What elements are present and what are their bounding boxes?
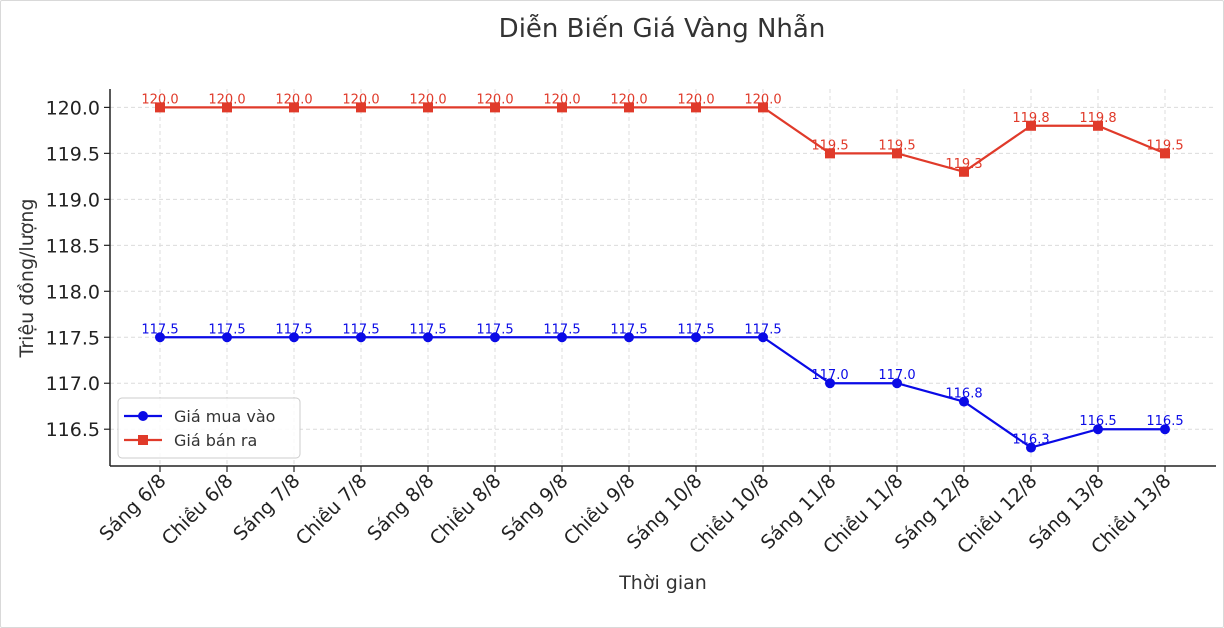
data-point	[1026, 442, 1036, 453]
y-tick-label: 118.0	[46, 281, 100, 303]
series-1: 120.0 120.0 120.0 120.0 120.0 120.0 120.0 120.0…	[141, 92, 1184, 177]
data-label: 120.0	[610, 92, 647, 107]
data-label: 119.8	[1079, 111, 1116, 126]
data-point	[691, 102, 701, 113]
data-label: 120.0	[275, 92, 312, 107]
data-point	[1160, 148, 1170, 159]
data-point	[758, 102, 768, 113]
data-point	[1026, 120, 1036, 131]
data-point	[959, 396, 969, 407]
data-point	[222, 102, 232, 113]
data-point	[222, 332, 232, 343]
data-label: 120.0	[677, 92, 714, 107]
data-point	[1093, 424, 1103, 435]
data-label: 116.5	[1146, 414, 1183, 429]
data-point	[1093, 120, 1103, 131]
data-label: 117.0	[811, 368, 848, 383]
data-label: 117.5	[208, 322, 245, 337]
y-tick-label: 117.5	[46, 327, 100, 349]
data-label: 120.0	[141, 92, 178, 107]
data-label: 117.0	[878, 368, 915, 383]
data-label: 116.8	[945, 387, 982, 402]
y-tick-label: 120.0	[46, 97, 100, 119]
data-label: 120.0	[543, 92, 580, 107]
data-label: 117.5	[677, 322, 714, 337]
data-label: 116.5	[1079, 414, 1116, 429]
data-label: 119.5	[878, 138, 915, 153]
data-point	[155, 102, 165, 113]
y-axis-label: Triệu đồng/lượng	[16, 199, 38, 359]
legend-box	[117, 397, 301, 459]
data-point	[289, 102, 299, 113]
series-line	[160, 106, 1166, 173]
data-label: 116.3	[1012, 433, 1049, 448]
data-point	[892, 148, 902, 159]
data-label: 117.5	[342, 322, 379, 337]
y-tick-label: 119.0	[46, 189, 100, 211]
data-point	[624, 332, 634, 343]
data-label: 117.5	[275, 322, 312, 337]
y-tick-label: 116.5	[46, 419, 100, 441]
data-label: 119.5	[1146, 138, 1183, 153]
data-label: 120.0	[409, 92, 446, 107]
data-point	[892, 378, 902, 389]
data-point	[155, 332, 165, 343]
y-tick-label: 117.0	[46, 373, 100, 395]
series-layer: 117.5 117.5 117.5 117.5 117.5 117.5 117.5 117.5…	[141, 92, 1184, 453]
x-tick-label: Chiều 7/8	[292, 470, 372, 550]
data-point	[423, 102, 433, 113]
data-point	[557, 102, 567, 113]
data-point	[825, 148, 835, 159]
legend-label: Giá bán ra	[174, 431, 257, 450]
series-0: 117.5 117.5 117.5 117.5 117.5 117.5 117.5 117.5…	[141, 322, 1184, 453]
data-label: 120.0	[744, 92, 781, 107]
data-label: 117.5	[744, 322, 781, 337]
data-label: 117.5	[476, 322, 513, 337]
y-ticks: 116.5 117.0 117.5 118.0 118.5 119.0 119.5 120.0	[46, 97, 110, 441]
x-axis-label: Thời gian	[618, 572, 707, 594]
data-label: 120.0	[476, 92, 513, 107]
y-tick-label: 118.5	[46, 235, 100, 257]
data-point	[289, 332, 299, 343]
legend-marker	[138, 411, 148, 421]
data-label: 117.5	[610, 322, 647, 337]
legend: Giá mua vào Giá bán ra	[117, 397, 301, 459]
data-point	[356, 332, 366, 343]
data-point	[1160, 424, 1170, 435]
data-label: 119.8	[1012, 111, 1049, 126]
data-label: 120.0	[342, 92, 379, 107]
data-point	[490, 332, 500, 343]
data-point	[758, 332, 768, 343]
legend-label: Giá mua vào	[174, 407, 275, 426]
data-label: 117.5	[543, 322, 580, 337]
data-label: 119.5	[811, 138, 848, 153]
data-label: 117.5	[409, 322, 446, 337]
data-point	[356, 102, 366, 113]
y-tick-label: 119.5	[46, 143, 100, 165]
data-label: 117.5	[141, 322, 178, 337]
data-point	[959, 166, 969, 177]
x-tick-label: Chiều 8/8	[426, 470, 506, 550]
data-point	[825, 378, 835, 389]
data-label: 119.3	[945, 157, 982, 172]
legend-marker	[138, 435, 148, 445]
series-line	[160, 336, 1165, 449]
data-point	[557, 332, 567, 343]
legend-items: Giá mua vào Giá bán ra	[124, 407, 275, 450]
data-point	[423, 332, 433, 343]
chart-title: Diễn Biến Giá Vàng Nhẫn	[499, 13, 826, 44]
data-point	[490, 102, 500, 113]
data-label: 120.0	[208, 92, 245, 107]
data-point	[624, 102, 634, 113]
data-point	[691, 332, 701, 343]
x-tick-label: Chiều 6/8	[158, 470, 238, 550]
